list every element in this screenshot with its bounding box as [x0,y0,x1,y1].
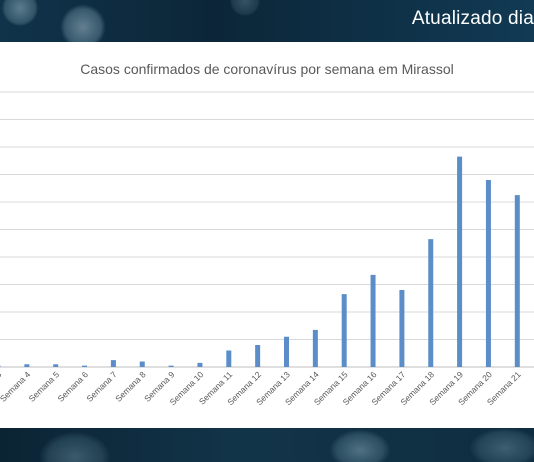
bar [370,274,376,367]
virus-decoration [40,432,110,462]
bar [255,345,261,367]
bar [24,364,30,367]
bar [168,365,174,367]
top-banner: Atualizado dia [0,0,534,42]
virus-decoration [2,0,38,26]
update-banner-text: Atualizado dia [411,8,534,29]
bar [284,336,289,367]
bar [399,290,405,367]
bar [197,362,203,367]
bar [341,294,347,367]
bar [514,195,520,367]
bar [457,156,463,367]
virus-decoration [330,430,390,462]
virus-decoration [470,428,534,462]
virus-decoration [60,4,106,42]
bar [0,365,1,367]
chart-panel: Casos confirmados de coronavírus por sem… [0,42,534,428]
bar-chart: Casos confirmados de coronavírus por sem… [0,61,534,407]
bar [110,360,116,367]
bar [82,365,88,367]
bar [139,361,145,367]
bar [428,239,434,367]
bar [485,180,491,367]
bar [53,364,59,367]
chart-title: Casos confirmados de coronavírus por sem… [80,61,454,77]
virus-decoration [230,0,260,16]
bottom-banner [0,428,534,462]
bar [312,329,318,367]
bar [226,350,232,367]
